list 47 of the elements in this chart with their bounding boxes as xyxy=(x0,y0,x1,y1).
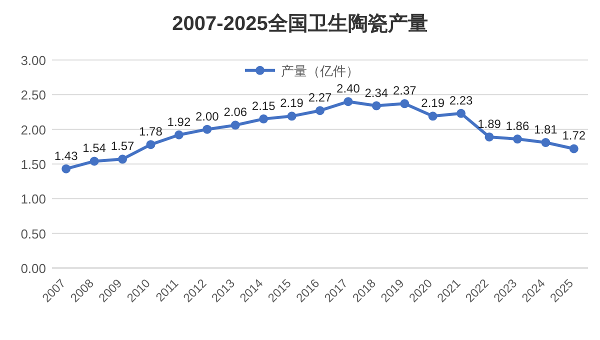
data-label: 1.81 xyxy=(534,122,558,137)
y-tick-label: 2.50 xyxy=(20,88,46,103)
point xyxy=(90,156,99,166)
data-label: 2.23 xyxy=(449,93,474,108)
y-tick-label: 1.00 xyxy=(20,192,46,207)
point xyxy=(202,124,212,134)
data-label: 2.40 xyxy=(336,82,360,96)
point xyxy=(62,164,71,174)
point xyxy=(456,108,466,118)
data-label: 2.34 xyxy=(364,86,388,100)
y-tick-label: 0.00 xyxy=(20,261,46,276)
data-label: 1.43 xyxy=(54,148,78,163)
point xyxy=(400,99,410,108)
point xyxy=(230,120,240,130)
point xyxy=(259,114,268,124)
title: 2007-2025全国卫生陶瓷产量 xyxy=(172,13,428,35)
point xyxy=(569,144,578,154)
data-label: 1.78 xyxy=(139,124,163,139)
data-label: 2.27 xyxy=(308,90,332,105)
point xyxy=(146,140,156,150)
legend-label: 产量（亿件） xyxy=(281,63,359,78)
data-label: 1.86 xyxy=(506,119,530,134)
data-label: 2.19 xyxy=(421,96,445,110)
data-label: 1.89 xyxy=(478,116,502,131)
data-label: 1.57 xyxy=(110,139,135,154)
point xyxy=(484,132,494,142)
y-tick-label: 0.50 xyxy=(20,226,46,242)
point xyxy=(344,97,353,106)
point xyxy=(541,138,550,148)
y-tick-label: 3.00 xyxy=(20,53,46,68)
point xyxy=(118,154,128,164)
point xyxy=(512,134,522,144)
data-label: 2.37 xyxy=(392,84,417,98)
y-tick-label: 2.00 xyxy=(20,122,46,138)
data-label: 1.72 xyxy=(562,128,586,143)
data-label: 2.00 xyxy=(195,109,220,124)
data-label: 2.19 xyxy=(280,96,304,110)
data-label: 2.15 xyxy=(252,98,276,113)
data-label: 1.92 xyxy=(167,114,191,129)
point xyxy=(316,106,324,116)
y-tick-label: 1.50 xyxy=(20,157,46,172)
point xyxy=(174,130,184,140)
point xyxy=(428,112,438,121)
point xyxy=(287,112,296,121)
data-label: 2.06 xyxy=(224,105,248,120)
point xyxy=(372,101,381,110)
data-label: 1.54 xyxy=(82,141,106,156)
